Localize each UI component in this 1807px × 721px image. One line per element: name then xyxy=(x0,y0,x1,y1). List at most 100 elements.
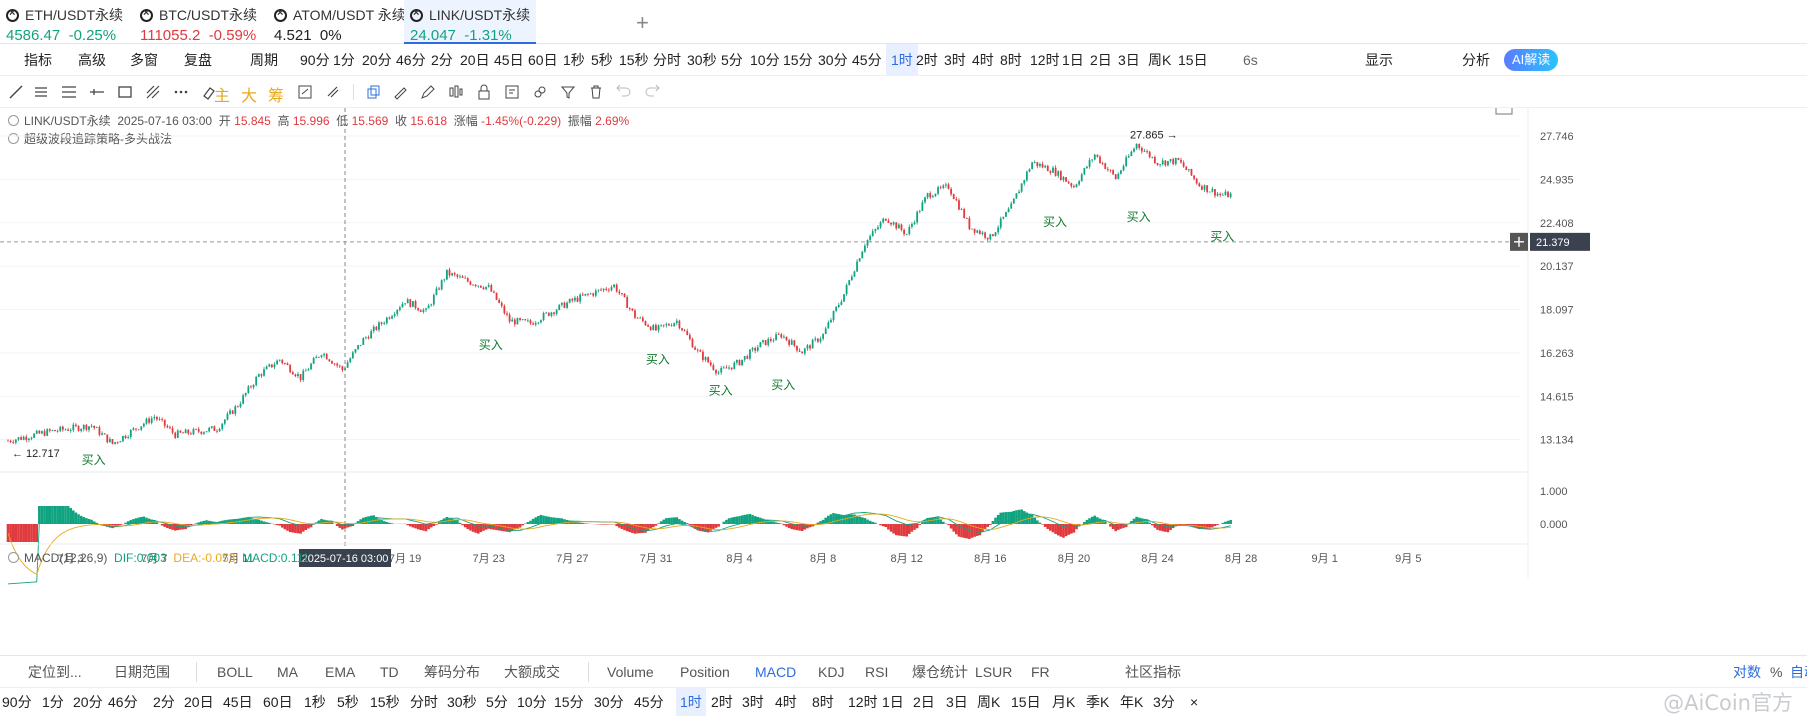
interval-30分[interactable]: 30分 xyxy=(818,52,848,68)
display-button[interactable]: 显示 xyxy=(1365,52,1393,68)
interval-15日[interactable]: 15日 xyxy=(1178,52,1208,68)
interval-分时[interactable]: 分时 xyxy=(653,52,681,68)
period-20日[interactable]: 20日 xyxy=(184,694,214,710)
period-45分[interactable]: 45分 xyxy=(634,694,664,710)
date-range-button[interactable]: 日期范围 xyxy=(114,664,170,680)
period-15秒[interactable]: 15秒 xyxy=(370,694,400,710)
percent-scale-button[interactable]: % xyxy=(1770,664,1783,680)
interval-3时[interactable]: 3时 xyxy=(944,52,966,68)
ai-button[interactable]: AI解读 xyxy=(1504,49,1559,71)
interval-12时[interactable]: 12时 xyxy=(1030,52,1060,68)
advanced-button[interactable]: 高级 xyxy=(78,52,106,68)
filter-icon[interactable] xyxy=(560,84,576,100)
indicator-button[interactable]: 指标 xyxy=(24,52,52,68)
period-90分[interactable]: 90分 xyxy=(2,694,32,710)
period-3日[interactable]: 3日 xyxy=(946,694,968,710)
period-5秒[interactable]: 5秒 xyxy=(337,694,359,710)
period-周K[interactable]: 周K xyxy=(977,694,1001,710)
redo-icon[interactable] xyxy=(644,84,660,100)
sub-indicator-MACD[interactable]: MACD xyxy=(755,664,797,680)
trash-icon[interactable] xyxy=(588,84,604,100)
refresh-interval[interactable]: 6s xyxy=(1243,52,1258,68)
ray-icon[interactable] xyxy=(89,84,105,100)
period-1分[interactable]: 1分 xyxy=(42,694,64,710)
interval-2时[interactable]: 2时 xyxy=(916,52,938,68)
tab-atom[interactable]: ATOM/USDT 永续 4.521 0% xyxy=(268,0,408,44)
period-8时[interactable]: 8时 xyxy=(812,694,834,710)
note-icon[interactable] xyxy=(504,84,520,100)
interval-2日[interactable]: 2日 xyxy=(1090,52,1112,68)
indicator-BOLL[interactable]: BOLL xyxy=(217,664,253,680)
period-15分[interactable]: 15分 xyxy=(554,694,584,710)
interval-4时[interactable]: 4时 xyxy=(972,52,994,68)
interval-1日[interactable]: 1日 xyxy=(1062,52,1084,68)
period-1时[interactable]: 1时 xyxy=(676,688,706,716)
interval-2分[interactable]: 2分 xyxy=(431,52,453,68)
brush-icon[interactable] xyxy=(392,84,408,100)
tab-eth[interactable]: ETH/USDT永续 4586.47 -0.25% xyxy=(0,0,140,44)
pen-icon[interactable] xyxy=(420,84,436,100)
period-button[interactable]: 周期 xyxy=(250,52,278,68)
copy-icon[interactable] xyxy=(365,84,381,100)
eraser-icon[interactable] xyxy=(201,84,217,100)
community-indicators[interactable]: 社区指标 xyxy=(1125,664,1181,680)
sub-indicator-KDJ[interactable]: KDJ xyxy=(818,664,845,680)
period-20分[interactable]: 20分 xyxy=(73,694,103,710)
sub-indicator-FR[interactable]: FR xyxy=(1031,664,1050,680)
log-scale-button[interactable]: 对数 xyxy=(1733,664,1761,680)
period-30秒[interactable]: 30秒 xyxy=(447,694,477,710)
period-46分[interactable]: 46分 xyxy=(108,694,138,710)
indicator-大额成交[interactable]: 大额成交 xyxy=(504,664,560,680)
period-季K[interactable]: 季K xyxy=(1086,694,1110,710)
price-chart[interactable]: 27.746 24.935 22.408 20.137 18.097 16.263 14.6… xyxy=(0,108,1807,655)
period-2时[interactable]: 2时 xyxy=(711,694,733,710)
chips-button[interactable]: 筹 xyxy=(268,88,285,105)
period-分时[interactable]: 分时 xyxy=(410,694,438,710)
period-月K[interactable]: 月K xyxy=(1052,694,1076,710)
toggle-icon[interactable] xyxy=(8,552,19,563)
period-10分[interactable]: 10分 xyxy=(517,694,547,710)
magnet-icon[interactable] xyxy=(325,84,341,100)
interval-3日[interactable]: 3日 xyxy=(1118,52,1140,68)
rectangle-icon[interactable] xyxy=(117,84,133,100)
period-60日[interactable]: 60日 xyxy=(263,694,293,710)
fib-icon[interactable] xyxy=(145,84,161,100)
sync-icon[interactable] xyxy=(297,84,313,100)
sub-indicator-Volume[interactable]: Volume xyxy=(607,664,654,680)
period-30分[interactable]: 30分 xyxy=(594,694,624,710)
interval-20日[interactable]: 20日 xyxy=(460,52,490,68)
period-2分[interactable]: 2分 xyxy=(153,694,175,710)
interval-60日[interactable]: 60日 xyxy=(528,52,558,68)
indicator-EMA[interactable]: EMA xyxy=(325,664,356,680)
multi-window-button[interactable]: 多窗 xyxy=(130,52,158,68)
period-3分[interactable]: 3分 xyxy=(1153,694,1175,710)
large-order-button[interactable]: 大 xyxy=(241,88,258,105)
sub-indicator-LSUR[interactable]: LSUR xyxy=(975,664,1013,680)
period-年K[interactable]: 年K xyxy=(1120,694,1144,710)
interval-周K[interactable]: 周K xyxy=(1148,52,1172,68)
interval-1时[interactable]: 1时 xyxy=(886,44,918,76)
tab-btc[interactable]: BTC/USDT永续 111055.2 -0.59% xyxy=(134,0,274,44)
interval-1分[interactable]: 1分 xyxy=(333,52,355,68)
horizontal-lines-icon[interactable] xyxy=(33,84,49,100)
period-12时[interactable]: 12时 xyxy=(848,694,878,710)
period-5分[interactable]: 5分 xyxy=(486,694,508,710)
tab-link[interactable]: LINK/USDT永续 24.047 -1.31% xyxy=(404,0,536,44)
period-1日[interactable]: 1日 xyxy=(882,694,904,710)
interval-5秒[interactable]: 5秒 xyxy=(591,52,613,68)
close-period-icon[interactable]: × xyxy=(1190,694,1199,710)
replay-button[interactable]: 复盘 xyxy=(184,52,212,68)
interval-90分[interactable]: 90分 xyxy=(300,52,330,68)
undo-icon[interactable] xyxy=(616,84,632,100)
toggle-icon[interactable] xyxy=(8,133,19,144)
auto-scale-button[interactable]: 自动 xyxy=(1790,664,1807,680)
interval-46分[interactable]: 46分 xyxy=(396,52,426,68)
indicator-筹码分布[interactable]: 筹码分布 xyxy=(424,664,480,680)
link-icon[interactable] xyxy=(532,84,548,100)
interval-10分[interactable]: 10分 xyxy=(750,52,780,68)
trend-line-icon[interactable] xyxy=(8,84,24,100)
interval-5分[interactable]: 5分 xyxy=(721,52,743,68)
interval-15分[interactable]: 15分 xyxy=(783,52,813,68)
period-1秒[interactable]: 1秒 xyxy=(304,694,326,710)
sub-indicator-爆仓统计[interactable]: 爆仓统计 xyxy=(912,664,968,680)
